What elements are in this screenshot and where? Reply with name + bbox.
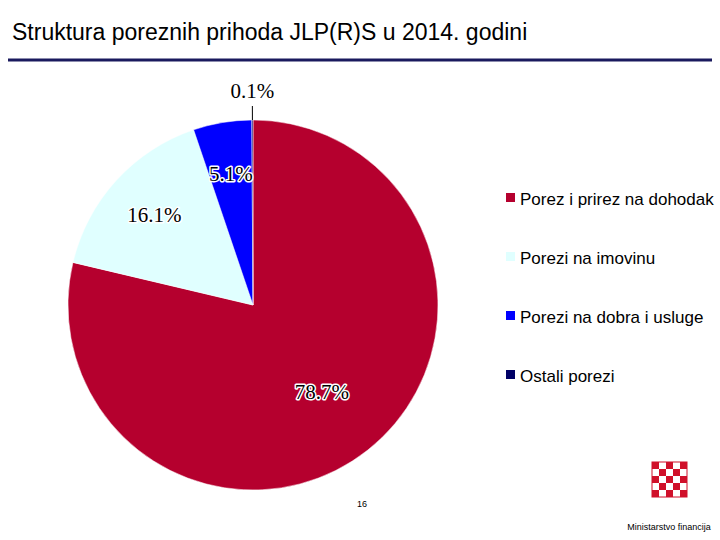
page-number: 16 <box>357 499 367 509</box>
emblem-cell <box>652 476 659 483</box>
legend-line: Porezi na imovinu <box>520 249 655 268</box>
legend-line: Porezi na dobra i usluge <box>520 308 703 327</box>
emblem-cell <box>680 483 687 490</box>
leader-line <box>252 106 253 120</box>
emblem-cell <box>666 469 673 476</box>
legend-label: Porezi na imovinu <box>520 249 655 268</box>
emblem-cell <box>666 490 673 497</box>
emblem-cell <box>673 469 680 476</box>
legend-swatch <box>506 252 515 261</box>
emblem-cell <box>652 469 659 476</box>
background <box>0 0 720 540</box>
pie-slice <box>194 120 253 305</box>
emblem-cell <box>652 462 659 469</box>
data-label: 5.1% <box>209 162 253 186</box>
emblem-cell <box>666 483 673 490</box>
pie-slice <box>252 120 253 305</box>
data-labels: 78.7% 16.1% 5.1% 0.1% <box>127 79 349 404</box>
emblem-cell <box>659 476 666 483</box>
pie <box>68 120 438 490</box>
legend-swatch <box>506 311 515 320</box>
emblem-cell <box>659 490 666 497</box>
legend-label: Porez i prirez na dohodak <box>520 190 714 209</box>
emblem-cell <box>673 476 680 483</box>
emblem-cell <box>680 469 687 476</box>
data-label: 78.7% <box>295 380 349 404</box>
legend-label: Ostali porezi <box>520 367 614 386</box>
title: Struktura poreznih prihoda JLP(R)S u 201… <box>12 19 527 45</box>
emblem-cell <box>659 462 666 469</box>
data-label: 16.1% <box>127 203 181 227</box>
legend-label: Porezi na dobra i usluge <box>520 308 703 327</box>
pie-slice <box>68 120 438 490</box>
legend-swatch <box>506 193 515 202</box>
emblem-cell <box>652 483 659 490</box>
title-rule <box>8 59 712 62</box>
emblem-cell <box>666 462 673 469</box>
emblem-border <box>652 462 687 497</box>
footer-text: Ministarstvo financija <box>627 522 711 532</box>
emblem-cell <box>680 462 687 469</box>
emblem-cell <box>666 476 673 483</box>
chart: Struktura poreznih prihoda JLP(R)S u 201… <box>0 0 720 540</box>
legend-line: Ostali porezi <box>520 367 614 386</box>
legend: Porez i prirez na dohodak Porezi na imovi… <box>506 190 714 386</box>
emblem-cell <box>673 490 680 497</box>
emblem <box>652 462 687 497</box>
legend-swatch <box>506 370 515 379</box>
emblem-cell <box>680 476 687 483</box>
emblem-cell <box>652 490 659 497</box>
emblem-cell <box>673 483 680 490</box>
emblem-cell <box>673 462 680 469</box>
legend-line: Porez i prirez na dohodak <box>520 190 714 209</box>
emblem-cell <box>659 483 666 490</box>
emblem-cell <box>659 469 666 476</box>
data-label: 0.1% <box>230 79 274 103</box>
emblem-cell <box>680 490 687 497</box>
